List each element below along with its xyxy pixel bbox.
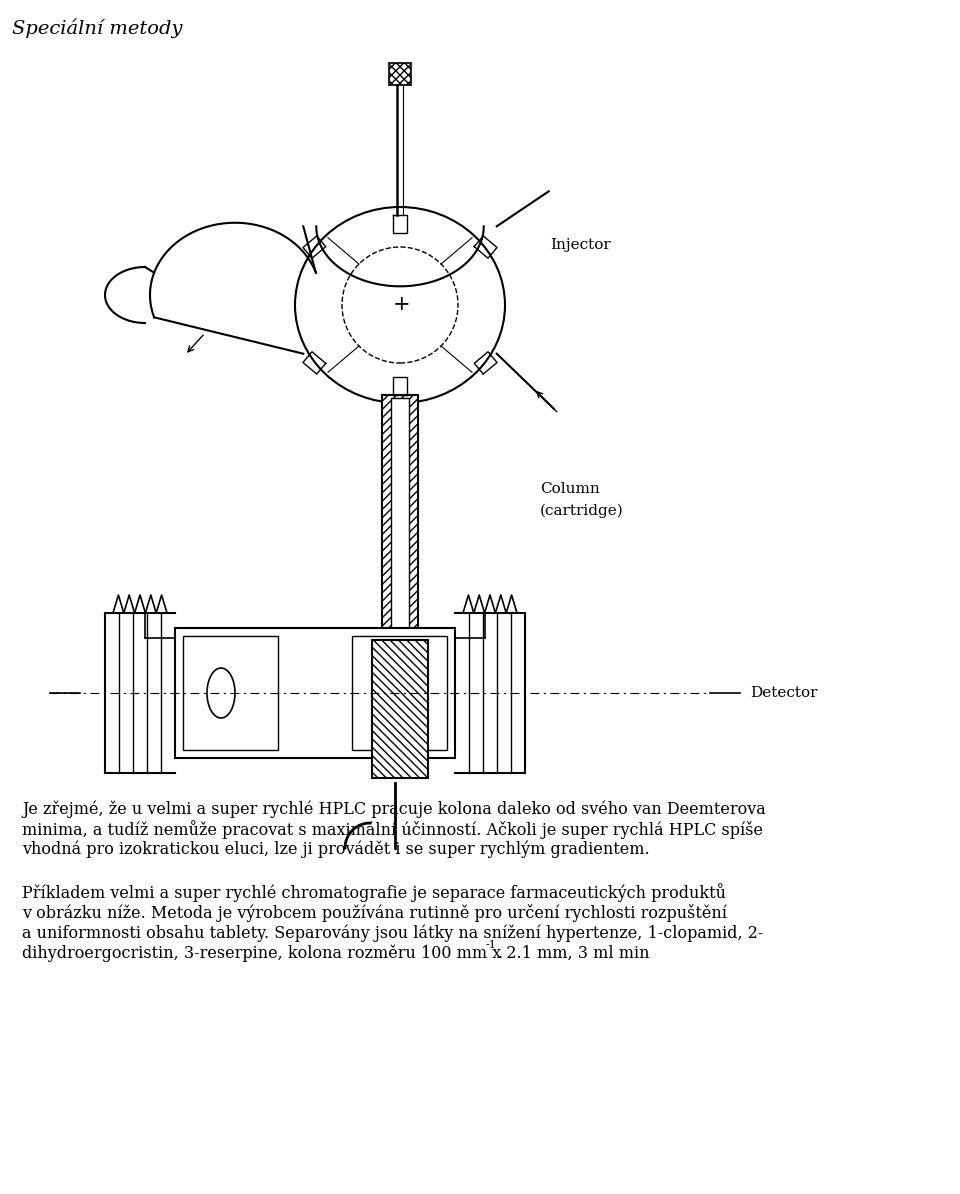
Ellipse shape (295, 207, 505, 404)
Text: Speciální metody: Speciální metody (12, 18, 182, 37)
Text: dihydroergocristin, 3-reserpine, kolona rozměru 100 mm x 2.1 mm, 3 ml min: dihydroergocristin, 3-reserpine, kolona … (22, 944, 650, 962)
Text: Je zřejmé, že u velmi a super rychlé HPLC pracuje kolona daleko od svého van Dee: Je zřejmé, že u velmi a super rychlé HPL… (22, 800, 766, 818)
Ellipse shape (395, 667, 423, 718)
Text: Injector: Injector (550, 238, 611, 252)
Bar (372, 640, 428, 778)
Text: +: + (394, 295, 411, 314)
Bar (382, 395, 418, 640)
Circle shape (342, 247, 458, 363)
Text: .: . (497, 944, 503, 962)
Text: a uniformnosti obsahu tablety. Separovány jsou látky na snížení hypertenze, 1-cl: a uniformnosti obsahu tablety. Separován… (22, 924, 763, 942)
Bar (352, 636, 447, 750)
Bar (382, 395, 418, 640)
Text: Detector: Detector (750, 687, 818, 700)
Bar (389, 63, 411, 85)
Text: v obrázku níže. Metoda je výrobcem používána rutinně pro určení rychlosti rozpuš: v obrázku níže. Metoda je výrobcem použí… (22, 904, 727, 922)
Text: minima, a tudíž nemůže pracovat s maximální účinností. Ačkoli je super rychlá HP: minima, a tudíž nemůže pracovat s maximá… (22, 820, 763, 839)
Text: Příkladem velmi a super rychlé chromatografie je separace farmaceutických produk: Příkladem velmi a super rychlé chromatog… (22, 884, 726, 903)
Bar (389, 63, 411, 85)
Text: vhodná pro izokratickou eluci, lze ji provádět i se super rychlým gradientem.: vhodná pro izokratickou eluci, lze ji pr… (22, 841, 650, 858)
Bar (391, 398, 409, 638)
Bar (372, 640, 428, 778)
Ellipse shape (207, 667, 235, 718)
Bar (175, 628, 455, 758)
Text: -1: -1 (486, 940, 496, 950)
Bar (183, 636, 278, 750)
Text: Column
(cartridge): Column (cartridge) (540, 482, 624, 518)
